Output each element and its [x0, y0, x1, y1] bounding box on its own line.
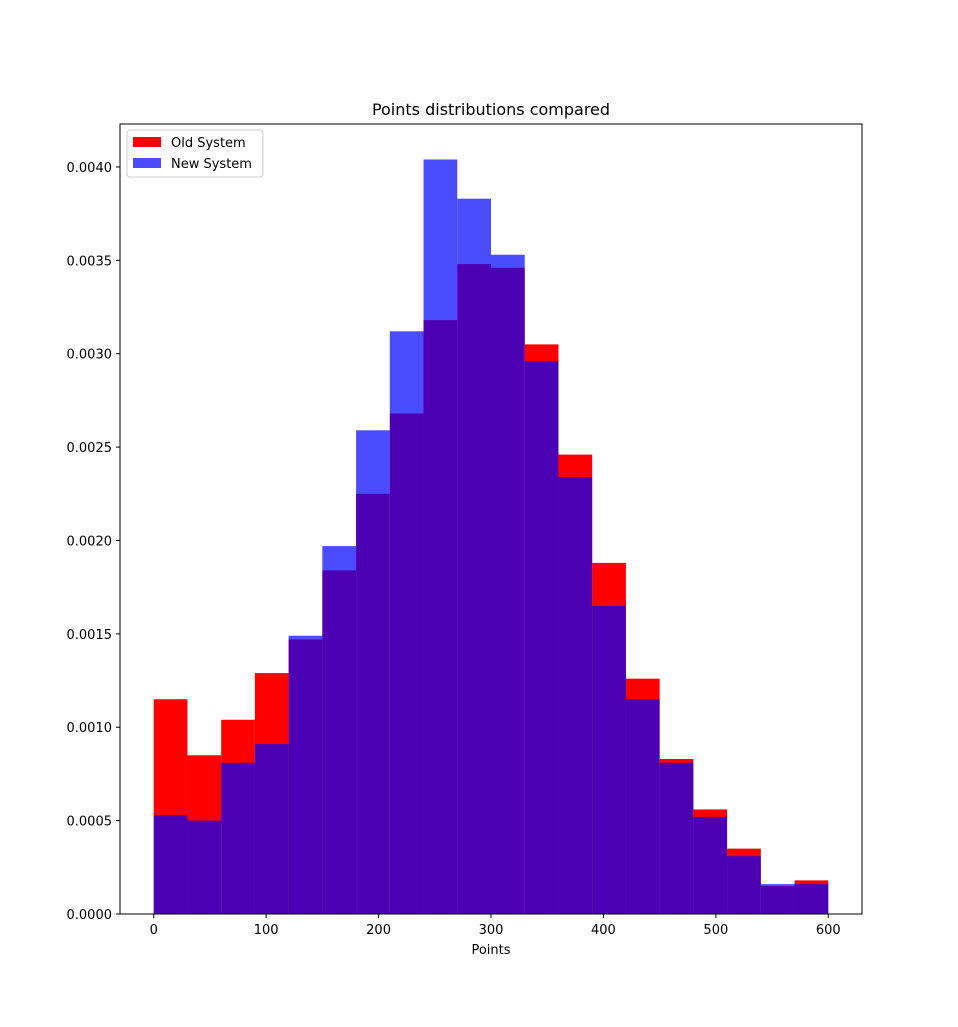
new-system-bar-0 — [153, 815, 188, 914]
y-tick-label: 0.0030 — [67, 348, 113, 363]
new-system-bar-9 — [457, 198, 491, 915]
x-tick-label: 500 — [703, 923, 728, 938]
new-system-bar-16 — [693, 816, 728, 914]
y-tick-label: 0.0005 — [67, 815, 113, 830]
x-axis-ticks: 0 100 200 300 400 500 600 — [150, 914, 841, 938]
new-system-bar-8 — [423, 159, 458, 915]
x-tick-label: 600 — [816, 923, 841, 938]
new-system-bar-6 — [356, 430, 390, 914]
legend-swatch-old-system — [133, 137, 161, 147]
new-system-bar-5 — [322, 546, 357, 914]
legend: Old System New System — [126, 129, 264, 178]
x-axis-title: Points — [471, 943, 510, 958]
x-tick-label: 300 — [479, 923, 504, 938]
y-tick-label: 0.0040 — [67, 161, 113, 176]
new-system-bar-19 — [794, 884, 829, 914]
y-tick-label: 0.0025 — [67, 441, 113, 456]
y-axis-ticks: 0.0000 0.0005 0.0010 0.0015 0.0020 0.0025 0.00… — [67, 161, 120, 923]
new-system-bar-12 — [558, 476, 593, 914]
y-tick-label: 0.0010 — [67, 721, 113, 736]
x-tick-label: 200 — [366, 923, 391, 938]
y-tick-label: 0.0020 — [67, 534, 113, 549]
chart-title: Points distributions compared — [372, 100, 610, 119]
new-system-bar-13 — [592, 605, 626, 914]
legend-swatch-new-system — [133, 158, 161, 168]
new-system-bar-15 — [659, 762, 694, 914]
y-tick-label: 0.0035 — [67, 254, 113, 269]
y-tick-label: 0.0000 — [67, 908, 113, 923]
x-tick-label: 0 — [150, 923, 158, 938]
new-system-bar-10 — [491, 254, 525, 915]
new-system-bar-11 — [524, 361, 559, 914]
new-system-bars — [153, 159, 829, 915]
new-system-bar-2 — [221, 762, 255, 914]
new-system-bar-1 — [187, 820, 222, 914]
new-system-bar-7 — [389, 331, 424, 915]
x-tick-label: 400 — [591, 923, 616, 938]
new-system-bar-4 — [288, 635, 323, 914]
new-system-bar-17 — [727, 856, 761, 914]
x-tick-label: 100 — [254, 923, 279, 938]
legend-label-old-system: Old System — [171, 136, 246, 151]
y-tick-label: 0.0015 — [67, 628, 113, 643]
new-system-bar-3 — [254, 744, 289, 914]
new-system-bar-14 — [625, 699, 660, 914]
new-system-bar-18 — [760, 884, 795, 914]
legend-label-new-system: New System — [171, 157, 252, 172]
